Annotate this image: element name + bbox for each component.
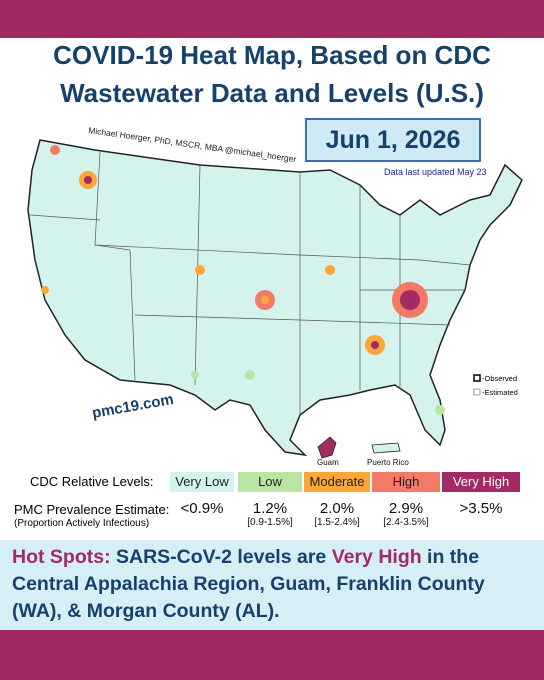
guam xyxy=(317,436,337,459)
estimate-value: 2.0% xyxy=(319,500,355,517)
date-box: Jun 1, 2026 xyxy=(305,118,481,162)
estimate-range: [1.5-2.4%] xyxy=(314,517,360,528)
territory-label: Puerto Rico xyxy=(367,458,409,467)
estimate: 1.2% [0.9-1.5%] xyxy=(235,500,305,528)
level-box: High xyxy=(372,472,440,492)
us-outline xyxy=(27,139,523,457)
level-box: Very High xyxy=(442,472,520,492)
estimate-value: 2.9% xyxy=(388,500,424,517)
estimate: 2.9% [2.4-3.5%] xyxy=(371,500,441,528)
estimate: >3.5% xyxy=(446,500,516,517)
top-band xyxy=(0,0,544,38)
bottom-band xyxy=(0,630,544,680)
estimate-range: [0.9-1.5%] xyxy=(247,517,293,528)
level-box: Moderate xyxy=(304,472,370,492)
map: Michael Hoerger, PhD, MSCR, MBA @michael… xyxy=(27,125,523,467)
prevalence-label: PMC Prevalence Estimate: xyxy=(14,502,170,517)
hot-spots-segment: SARS-CoV-2 levels are xyxy=(110,546,332,568)
estimate-range: [2.4-3.5%] xyxy=(383,517,429,528)
territory-label: Guam xyxy=(317,458,339,467)
estimate: 2.0% [1.5-2.4%] xyxy=(302,500,372,528)
hot-spots-text: Hot Spots: SARS-CoV-2 levels are Very Hi… xyxy=(0,540,544,629)
estimate-value: 1.2% xyxy=(252,500,288,517)
marker-legend: -Estimated xyxy=(482,388,518,397)
hot-spots-panel: Hot Spots: SARS-CoV-2 levels are Very Hi… xyxy=(0,540,544,630)
marker-legend: -Observed xyxy=(482,374,517,383)
title-line: COVID-19 Heat Map, Based on CDC xyxy=(53,40,491,70)
hot-spots-segment: Hot Spots: xyxy=(12,546,111,568)
puerto-rico xyxy=(371,442,401,454)
observed-icon xyxy=(473,374,481,382)
updated-note: Data last updated May 23 xyxy=(384,167,487,177)
level-box: Very Low xyxy=(170,472,234,492)
level-box: Low xyxy=(238,472,302,492)
hot-spots-segment: in the Central Appalachia Region, Guam, … xyxy=(12,546,485,622)
title-line: Wastewater Data and Levels (U.S.) xyxy=(60,78,484,108)
website: pmc19.com xyxy=(91,391,175,422)
state-lines xyxy=(29,151,471,415)
levels-label: CDC Relative Levels: xyxy=(30,474,154,489)
hot-spots-segment: Very High xyxy=(331,546,422,568)
prevalence-sub: (Proportion Actively Infectious) xyxy=(14,518,150,529)
estimate-value: <0.9% xyxy=(180,500,224,517)
estimated-icon xyxy=(473,388,481,396)
hot-spots xyxy=(41,145,445,415)
estimate-value: >3.5% xyxy=(459,500,503,517)
estimate: <0.9% xyxy=(167,500,237,517)
